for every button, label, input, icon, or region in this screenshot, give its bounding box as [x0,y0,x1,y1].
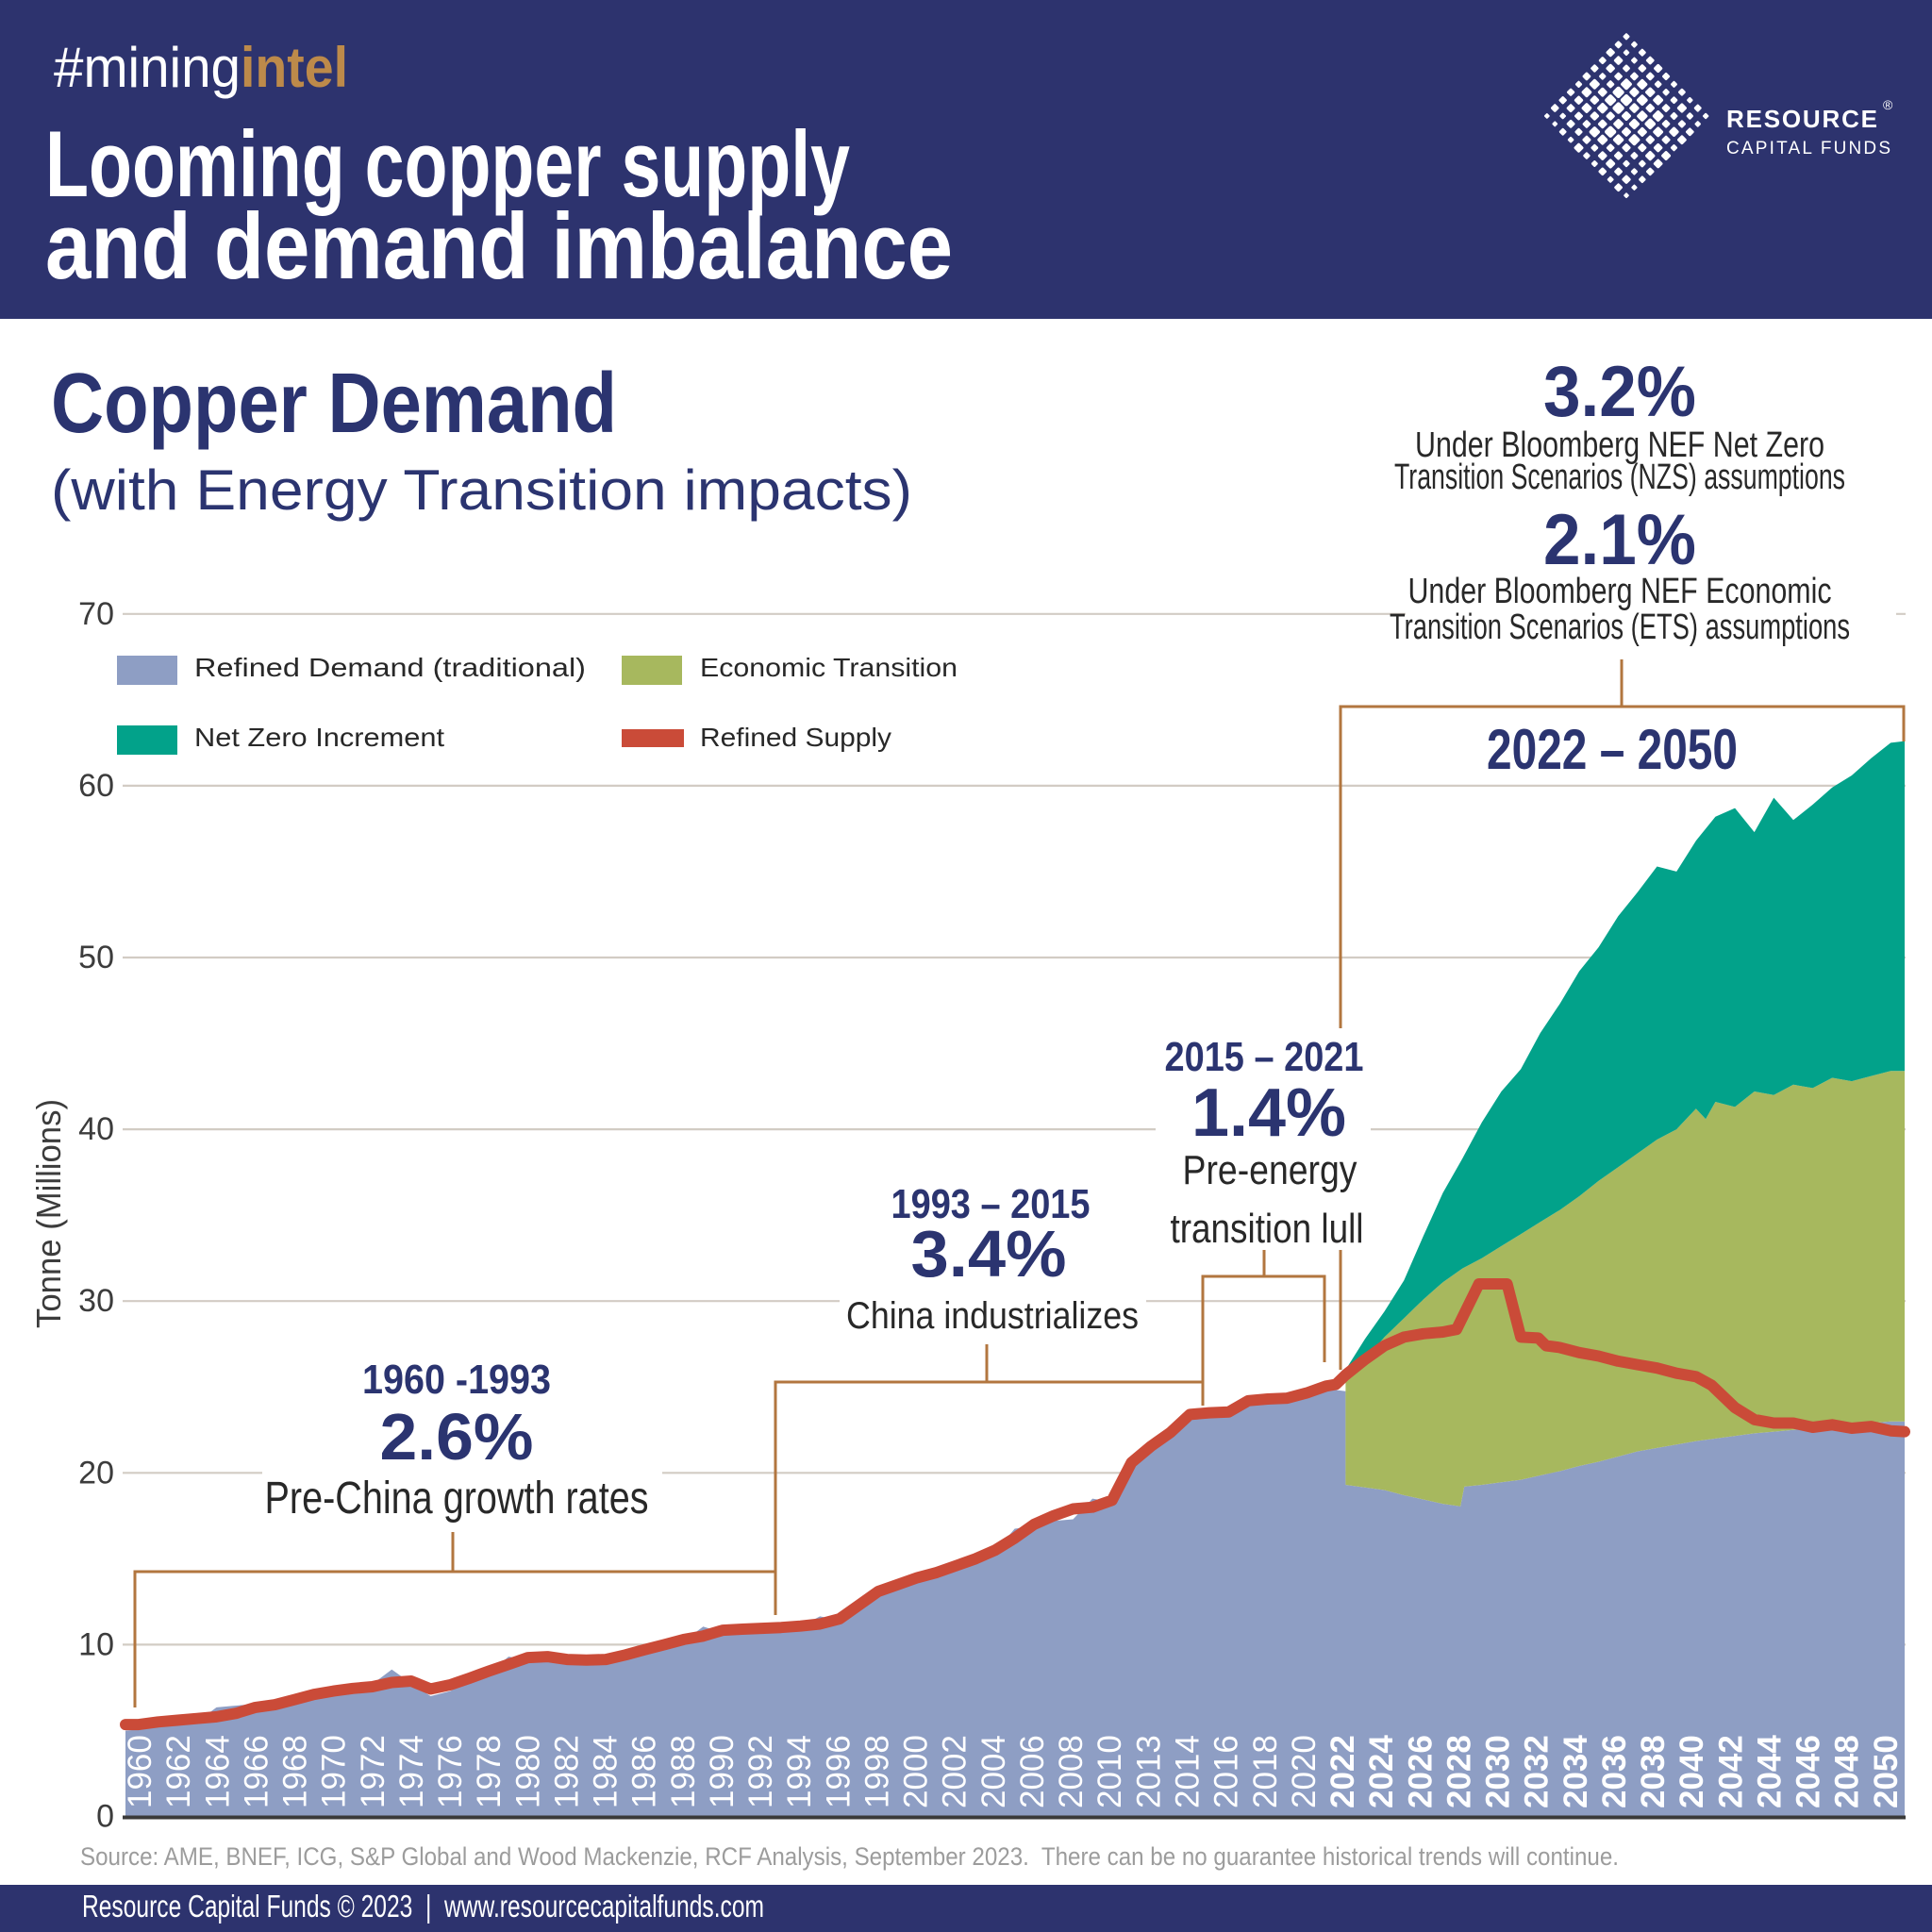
svg-text:2020: 2020 [1286,1735,1323,1808]
svg-text:#miningintel: #miningintel [54,36,348,99]
svg-text:Pre-energy: Pre-energy [1183,1147,1357,1193]
svg-text:Economic Transition: Economic Transition [700,653,958,682]
svg-text:2034: 2034 [1557,1735,1594,1808]
svg-text:Looming copper supply: Looming copper supply [45,111,850,216]
svg-text:1964: 1964 [199,1735,236,1808]
svg-text:Copper Demand: Copper Demand [51,357,617,451]
svg-text:CAPITAL FUNDS: CAPITAL FUNDS [1726,139,1890,158]
svg-text:1966: 1966 [238,1735,275,1808]
svg-text:Tonne (Millions): Tonne (Millions) [29,1099,68,1328]
svg-text:1.4%: 1.4% [1191,1075,1346,1151]
svg-text:0: 0 [96,1799,114,1835]
svg-text:1968: 1968 [277,1735,314,1808]
svg-text:2014: 2014 [1170,1735,1207,1808]
svg-text:Transition Scenarios (ETS) ass: Transition Scenarios (ETS) assumptions [1390,608,1850,647]
svg-text:3.4%: 3.4% [911,1217,1067,1291]
svg-text:1990: 1990 [704,1735,741,1808]
svg-text:2026: 2026 [1402,1735,1439,1808]
svg-text:2.1%: 2.1% [1543,500,1696,580]
svg-text:2038: 2038 [1635,1735,1672,1808]
svg-text:2036: 2036 [1596,1735,1633,1808]
svg-text:2032: 2032 [1519,1735,1556,1808]
svg-text:2022 – 2050: 2022 – 2050 [1487,718,1738,781]
svg-text:1986: 1986 [626,1735,663,1808]
svg-text:Under Bloomberg NEF Economic: Under Bloomberg NEF Economic [1408,572,1832,611]
svg-text:1993 – 2015: 1993 – 2015 [891,1181,1091,1227]
svg-text:2002: 2002 [937,1735,974,1808]
svg-text:Transition Scenarios (NZS) ass: Transition Scenarios (NZS) assumptions [1394,458,1845,497]
svg-text:2004: 2004 [975,1735,1012,1808]
svg-text:Source: AME, BNEF, ICG, S&P Gl: Source: AME, BNEF, ICG, S&P Global and W… [80,1842,1619,1871]
svg-text:2040: 2040 [1674,1735,1710,1808]
svg-text:2008: 2008 [1053,1735,1090,1808]
svg-text:1960: 1960 [122,1735,158,1808]
svg-text:2028: 2028 [1441,1735,1477,1808]
svg-text:2016: 2016 [1208,1735,1245,1808]
svg-text:1960 -1993: 1960 -1993 [362,1357,551,1403]
svg-text:China industrializes: China industrializes [846,1295,1139,1337]
svg-text:1992: 1992 [742,1735,779,1808]
svg-text:RESOURCE: RESOURCE [1726,105,1877,133]
svg-text:Refined Supply: Refined Supply [700,723,891,752]
svg-text:1970: 1970 [316,1735,353,1808]
svg-text:1976: 1976 [432,1735,469,1808]
svg-text:1994: 1994 [781,1735,818,1808]
svg-text:Net Zero Increment: Net Zero Increment [194,723,444,752]
svg-text:1988: 1988 [665,1735,702,1808]
svg-text:2044: 2044 [1752,1735,1789,1808]
svg-text:2013: 2013 [1130,1735,1167,1808]
svg-text:and demand imbalance: and demand imbalance [45,193,953,298]
svg-text:2046: 2046 [1790,1735,1827,1808]
svg-text:1974: 1974 [393,1735,430,1808]
svg-text:Pre-China growth rates: Pre-China growth rates [265,1474,649,1524]
svg-text:1982: 1982 [548,1735,585,1808]
svg-text:2042: 2042 [1712,1735,1749,1808]
svg-text:2000: 2000 [898,1735,935,1808]
svg-text:2024: 2024 [1363,1735,1400,1808]
svg-text:2050: 2050 [1868,1735,1905,1808]
svg-text:(with Energy Transition impact: (with Energy Transition impacts) [51,458,912,522]
svg-text:20: 20 [78,1455,114,1491]
svg-text:60: 60 [78,768,114,804]
svg-text:40: 40 [78,1111,114,1147]
svg-text:1984: 1984 [588,1735,625,1808]
svg-text:Refined Demand (traditional): Refined Demand (traditional) [194,653,586,682]
svg-text:50: 50 [78,940,114,975]
svg-text:2.6%: 2.6% [380,1400,534,1474]
svg-text:2015 – 2021: 2015 – 2021 [1165,1034,1364,1080]
svg-text:®: ® [1883,97,1893,112]
svg-text:Under Bloomberg NEF Net Zero: Under Bloomberg NEF Net Zero [1415,425,1824,465]
svg-text:2030: 2030 [1480,1735,1517,1808]
svg-text:70: 70 [78,596,114,632]
svg-text:1972: 1972 [355,1735,391,1808]
svg-text:30: 30 [78,1283,114,1319]
svg-text:Resource Capital Funds © 2023: Resource Capital Funds © 2023 | www.reso… [82,1889,764,1924]
svg-text:2022: 2022 [1324,1735,1361,1808]
svg-text:10: 10 [78,1626,114,1662]
svg-text:1962: 1962 [160,1735,197,1808]
svg-text:2006: 2006 [1014,1735,1051,1808]
svg-text:1980: 1980 [509,1735,546,1808]
svg-text:1978: 1978 [471,1735,508,1808]
svg-text:1998: 1998 [859,1735,896,1808]
svg-text:2018: 2018 [1247,1735,1284,1808]
svg-text:2010: 2010 [1091,1735,1128,1808]
svg-text:transition lull: transition lull [1171,1206,1364,1252]
svg-text:2048: 2048 [1829,1735,1866,1808]
svg-text:1996: 1996 [820,1735,857,1808]
svg-text:3.2%: 3.2% [1543,352,1696,432]
